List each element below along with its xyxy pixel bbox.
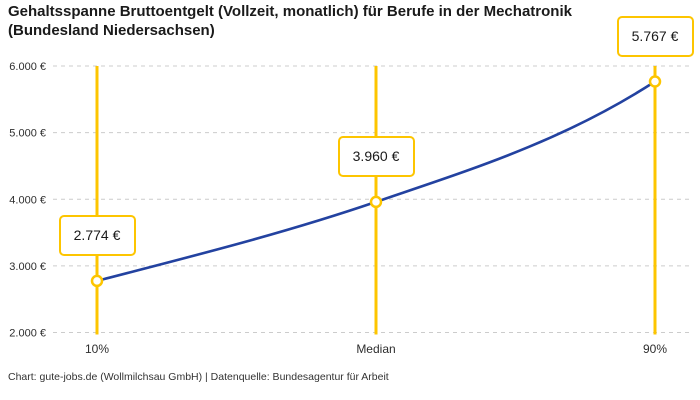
y-tick-label: 3.000 € <box>9 261 46 273</box>
y-tick-label: 4.000 € <box>9 194 46 206</box>
y-tick-label: 2.000 € <box>9 328 46 340</box>
y-tick-label: 6.000 € <box>9 61 46 73</box>
value-label-box: 3.960 € <box>337 135 415 177</box>
x-tick-label: 10% <box>84 342 110 356</box>
data-point-marker <box>648 75 662 88</box>
y-tick-label: 5.000 € <box>9 128 46 140</box>
data-point-marker <box>369 195 383 209</box>
data-point-marker <box>90 274 104 288</box>
chart-title: Gehaltsspanne Bruttoentgelt (Vollzeit, m… <box>8 3 572 39</box>
value-label-box: 5.767 € <box>616 15 694 57</box>
chart-footer: Chart: gute-jobs.de (Wollmilchsau GmbH) … <box>8 371 389 383</box>
x-tick-label: 90% <box>642 342 668 356</box>
value-label-box: 2.774 € <box>58 214 136 256</box>
x-tick-label: Median <box>356 342 396 356</box>
